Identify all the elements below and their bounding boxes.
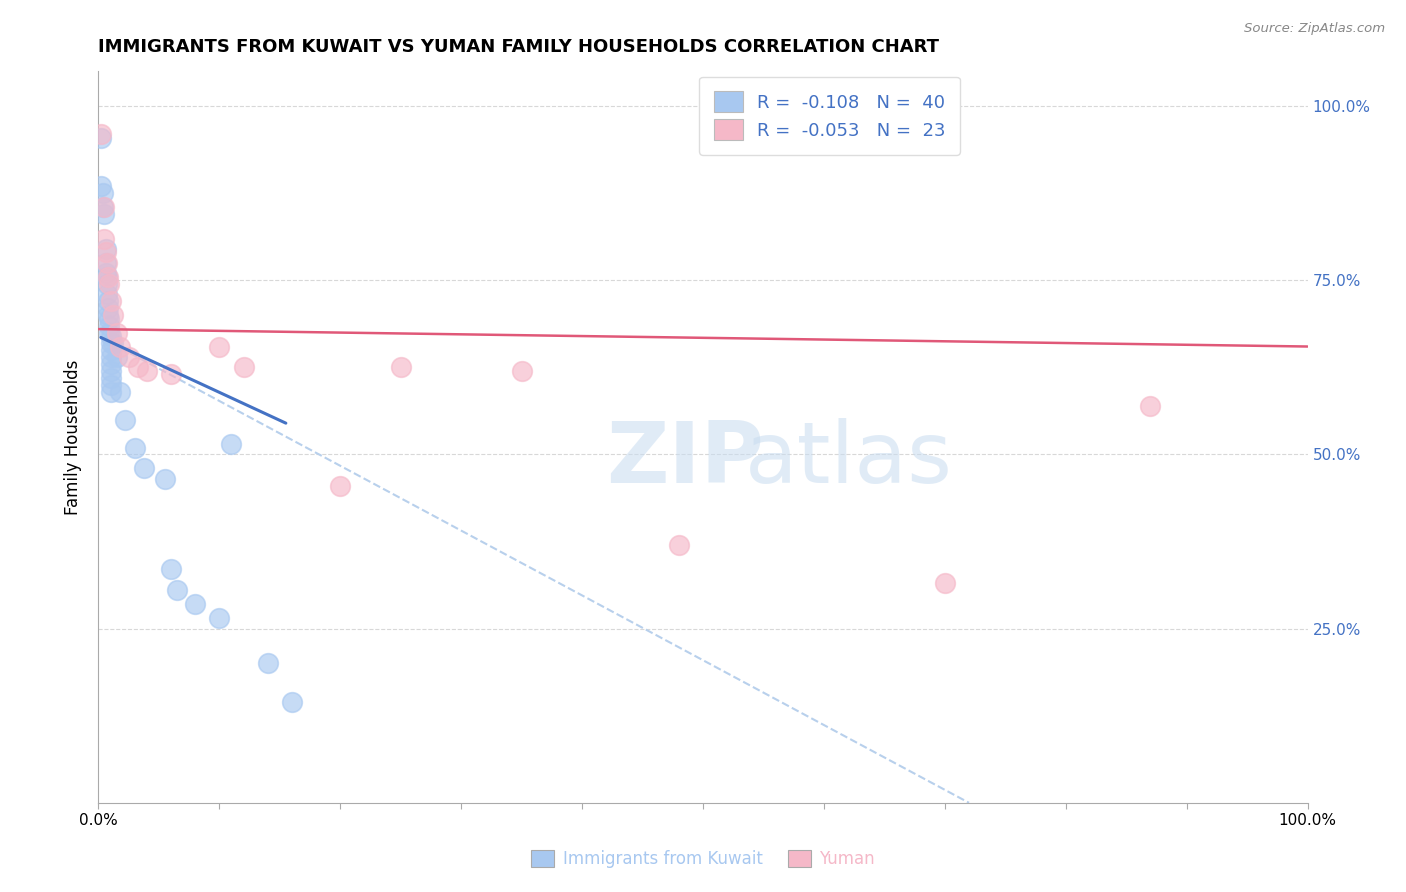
Point xyxy=(98,326,121,340)
Point xyxy=(100,343,122,357)
Point xyxy=(108,384,131,399)
Point xyxy=(94,245,117,260)
Point xyxy=(93,207,115,221)
Legend: R =  -0.108   N =  40, R =  -0.053   N =  23: R = -0.108 N = 40, R = -0.053 N = 23 xyxy=(699,77,960,154)
Point xyxy=(94,256,117,270)
Text: ZIP: ZIP xyxy=(606,417,763,500)
Point xyxy=(389,360,412,375)
Point xyxy=(100,384,122,399)
Point xyxy=(100,336,122,351)
Text: Source: ZipAtlas.com: Source: ZipAtlas.com xyxy=(1244,22,1385,36)
Point xyxy=(98,318,121,333)
Point xyxy=(153,472,176,486)
Point xyxy=(105,326,128,340)
Point xyxy=(1139,399,1161,413)
Point xyxy=(93,231,115,245)
Point xyxy=(97,294,120,309)
Text: atlas: atlas xyxy=(745,417,953,500)
Point xyxy=(98,311,121,326)
Point xyxy=(96,256,118,270)
Text: IMMIGRANTS FROM KUWAIT VS YUMAN FAMILY HOUSEHOLDS CORRELATION CHART: IMMIGRANTS FROM KUWAIT VS YUMAN FAMILY H… xyxy=(98,38,939,56)
Y-axis label: Family Households: Family Households xyxy=(65,359,83,515)
Point xyxy=(100,364,122,378)
Point xyxy=(184,597,207,611)
Point xyxy=(100,371,122,385)
Point xyxy=(100,294,122,309)
Point xyxy=(135,364,157,378)
Point xyxy=(124,441,146,455)
Point xyxy=(668,538,690,552)
Point xyxy=(100,357,122,371)
Point xyxy=(114,412,136,426)
Point xyxy=(100,350,122,364)
Point xyxy=(105,350,128,364)
Point xyxy=(232,360,254,375)
Legend: Immigrants from Kuwait, Yuman: Immigrants from Kuwait, Yuman xyxy=(524,843,882,875)
Point xyxy=(510,364,533,378)
Point xyxy=(134,461,156,475)
Point xyxy=(101,308,124,322)
Point xyxy=(91,200,114,214)
Point xyxy=(101,336,124,351)
Point xyxy=(96,287,118,301)
Point xyxy=(127,360,149,375)
Point xyxy=(94,242,117,256)
Point xyxy=(329,479,352,493)
Point xyxy=(281,695,304,709)
Point xyxy=(208,611,231,625)
Point xyxy=(91,186,114,201)
Point xyxy=(97,269,120,284)
Point xyxy=(96,269,118,284)
Point xyxy=(100,329,122,343)
Point xyxy=(97,301,120,316)
Point xyxy=(90,127,112,141)
Point xyxy=(160,562,183,576)
Point xyxy=(208,339,231,353)
Point xyxy=(93,200,115,214)
Point xyxy=(256,657,278,671)
Point xyxy=(94,266,117,280)
Point xyxy=(166,583,188,598)
Point xyxy=(108,339,131,353)
Point xyxy=(160,368,183,382)
Point xyxy=(100,377,122,392)
Point xyxy=(118,350,141,364)
Point xyxy=(90,130,112,145)
Point xyxy=(97,308,120,322)
Point xyxy=(98,277,121,291)
Point xyxy=(934,576,956,591)
Point xyxy=(221,437,243,451)
Point xyxy=(96,277,118,291)
Point xyxy=(90,179,112,194)
